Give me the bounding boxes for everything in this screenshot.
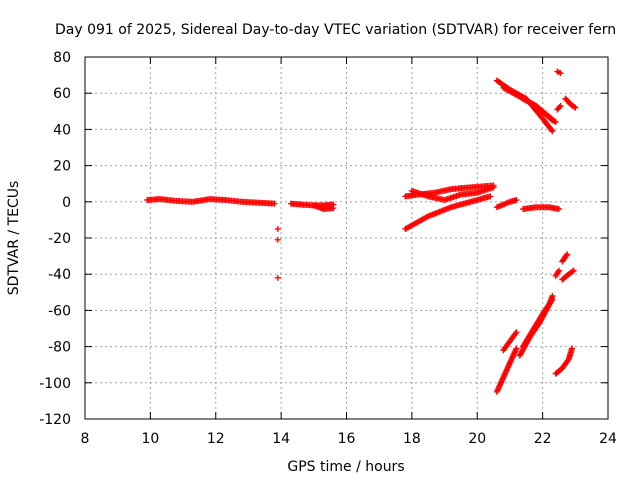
y-tick-label: -80 xyxy=(48,340,71,356)
data-point xyxy=(513,345,520,352)
data-point xyxy=(490,184,497,191)
data-point xyxy=(571,103,578,110)
x-tick-label: 18 xyxy=(403,431,421,447)
data-point xyxy=(330,205,337,212)
data-point xyxy=(548,297,555,304)
data-point xyxy=(487,193,494,200)
data-point xyxy=(563,252,570,259)
x-axis-title: GPS time / hours xyxy=(287,459,404,475)
data-point xyxy=(271,200,278,207)
data-point xyxy=(274,236,281,243)
x-tick-label: 14 xyxy=(272,431,290,447)
data-point xyxy=(556,104,563,111)
data-point xyxy=(555,206,562,213)
data-point xyxy=(564,251,571,258)
axis-ticks: 8 10 12 14 16 18 20 22 24 -120 -100 -80 -60 -40 -20 0 20… xyxy=(39,50,617,447)
x-tick-label: 10 xyxy=(141,431,159,447)
y-tick-label: 80 xyxy=(53,50,71,66)
y-tick-label: -60 xyxy=(48,303,71,319)
data-point xyxy=(512,330,519,337)
data-point xyxy=(549,296,556,303)
data-point xyxy=(513,196,520,203)
x-tick-label: 22 xyxy=(534,431,552,447)
data-point xyxy=(569,345,576,352)
y-tick-label: -20 xyxy=(48,231,71,247)
x-tick-label: 24 xyxy=(599,431,617,447)
data-point xyxy=(557,70,564,77)
y-tick-label: -40 xyxy=(48,267,71,283)
data-point xyxy=(513,329,520,336)
data-points xyxy=(144,68,579,395)
data-point xyxy=(569,268,576,275)
y-tick-label: -100 xyxy=(39,376,71,392)
x-tick-label: 8 xyxy=(81,431,90,447)
x-tick-label: 20 xyxy=(468,431,486,447)
data-point xyxy=(274,274,281,281)
data-point xyxy=(557,102,564,109)
data-point xyxy=(555,267,562,274)
data-point xyxy=(552,119,559,126)
x-tick-label: 16 xyxy=(338,431,356,447)
data-point xyxy=(274,225,281,232)
data-point xyxy=(572,104,579,111)
y-tick-label: -120 xyxy=(39,412,71,428)
data-point xyxy=(564,357,571,364)
y-tick-label: 0 xyxy=(62,195,71,211)
chart-title: Day 091 of 2025, Sidereal Day-to-day VTE… xyxy=(55,22,616,38)
y-tick-label: 60 xyxy=(53,86,71,102)
y-tick-label: 20 xyxy=(53,159,71,175)
x-tick-label: 12 xyxy=(207,431,225,447)
data-point xyxy=(551,118,558,125)
y-axis-title: SDTVAR / TECUs xyxy=(6,181,22,296)
data-point xyxy=(423,214,430,221)
data-point xyxy=(570,267,577,274)
data-point xyxy=(548,127,555,134)
y-tick-label: 40 xyxy=(53,122,71,138)
data-point xyxy=(549,128,556,135)
